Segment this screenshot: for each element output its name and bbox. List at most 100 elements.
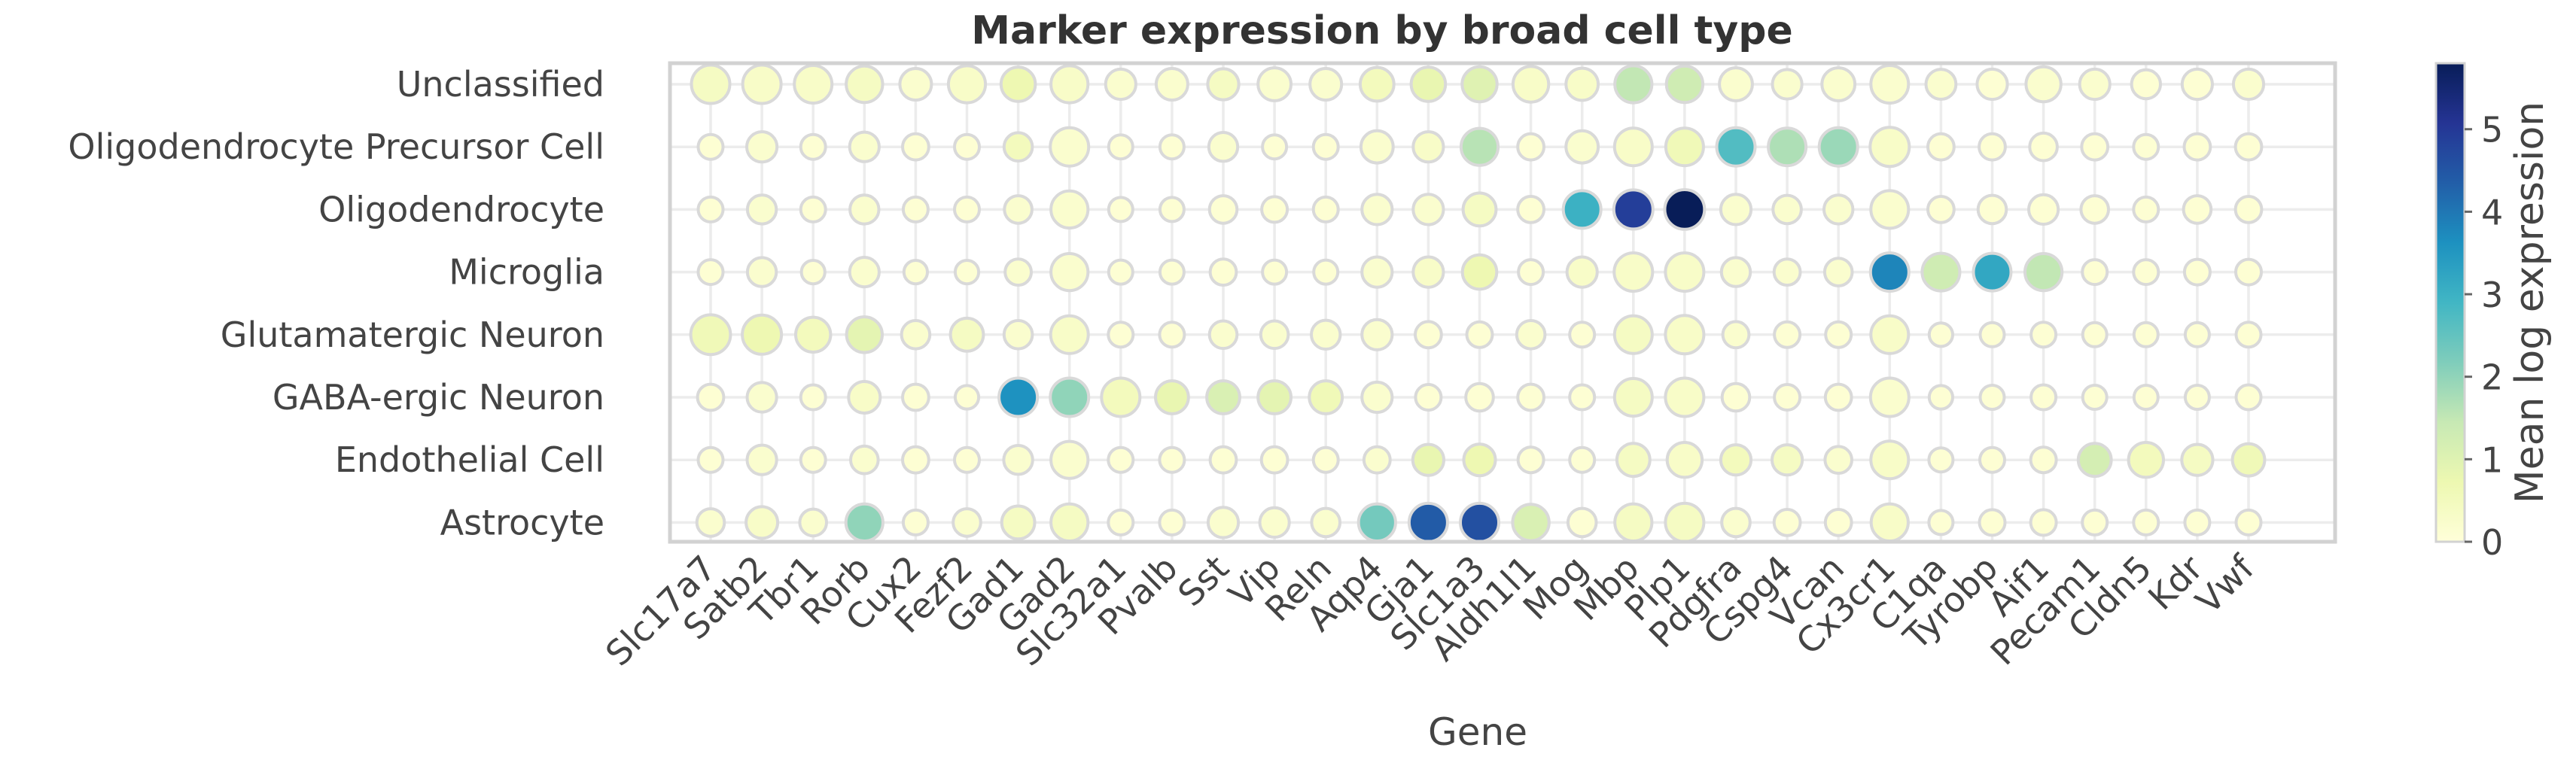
dot-rorb-5 [847,380,882,415]
dot-cldn5-5 [2132,384,2160,411]
dot-vip-0 [1256,66,1293,102]
x-tick-labels: Slc17a7Satb2Tbr1RorbCux2Fezf2Gad1Gad2Slc… [598,546,2263,673]
dot-mog-2 [1561,189,1603,230]
dot-sst-7 [1206,506,1241,539]
dot-pecam1-6 [2076,442,2113,479]
dot-gad1-7 [1000,504,1037,541]
chart-title: Marker expression by broad cell type [971,8,1793,53]
dot-gad2-4 [1049,314,1090,355]
dot-gad2-6 [1049,439,1090,480]
dot-slc1a3-3 [1460,253,1499,291]
dot-c1qa-0 [1924,68,1958,101]
dot-gad1-3 [1003,257,1033,287]
dot-aqp4-6 [1362,445,1392,475]
dot-satb2-3 [745,256,778,288]
dot-reln-7 [1310,506,1341,539]
dot-aldh1l1-5 [1516,382,1545,412]
dot-pdgfra-4 [1721,320,1751,350]
dot-satb2-1 [745,130,779,164]
dot-pvalb-6 [1158,445,1186,474]
dot-plp1-0 [1664,64,1705,105]
dot-satb2-0 [741,63,783,105]
dot-pecam1-7 [2081,508,2109,536]
dot-plp1-2 [1663,188,1707,231]
dot-pecam1-3 [2081,258,2109,287]
dot-fezf2-7 [952,507,982,538]
dot-tbr1-6 [799,445,827,474]
dot-c1qa-7 [1927,509,1955,536]
dot-mog-1 [1564,129,1600,165]
dot-satb2-7 [744,505,780,540]
dot-gad1-0 [999,65,1037,103]
dot-vip-1 [1261,133,1289,161]
dot-aldh1l1-0 [1511,65,1551,104]
dot-aif1-4 [2029,321,2058,349]
dot-tyrobp-5 [1978,384,2006,411]
x-axis-title: Gene [1428,710,1527,754]
dot-vcan-1 [1817,126,1859,168]
dot-c1qa-4 [1927,321,1954,348]
dot-pvalb-4 [1158,321,1186,349]
dot-cx3cr1-5 [1868,376,1911,418]
dot-aldh1l1-6 [1516,445,1545,475]
dot-tyrobp-6 [1978,445,2006,474]
dot-rorb-3 [848,256,881,289]
dot-gad2-5 [1049,376,1091,418]
dot-slc17a7-5 [696,382,726,412]
dot-slc1a3-5 [1464,381,1495,413]
dot-rorb-1 [848,130,881,163]
dot-slc32a1-1 [1107,133,1134,161]
dot-vcan-4 [1824,320,1853,349]
dot-reln-3 [1312,258,1340,286]
dot-mog-0 [1564,66,1600,102]
dot-pdgfra-2 [1719,193,1753,226]
dot-slc17a7-6 [696,445,725,474]
dot-pvalb-7 [1158,508,1186,536]
dot-slc32a1-7 [1107,508,1135,536]
dot-vcan-0 [1820,66,1857,102]
dot-cspg4-6 [1771,443,1804,477]
dot-aif1-5 [2029,383,2058,412]
dot-mog-4 [1568,321,1597,349]
dot-slc1a3-6 [1462,442,1497,478]
dot-slc32a1-3 [1107,258,1134,286]
dot-vwf-7 [2234,508,2263,536]
dot-kdr-2 [2182,194,2213,225]
dot-vip-6 [1259,445,1290,475]
dot-plp1-6 [1665,441,1704,479]
dot-mbp-3 [1612,251,1655,293]
dot-cspg4-4 [1773,320,1802,349]
dot-c1qa-2 [1926,195,1956,224]
dot-aldh1l1-2 [1516,195,1545,224]
dot-vcan-3 [1822,257,1854,287]
dot-fezf2-1 [953,132,981,161]
dot-reln-2 [1311,195,1340,223]
dot-aldh1l1-3 [1517,258,1545,287]
dot-gja1-3 [1411,255,1445,289]
dot-plp1-4 [1664,314,1706,356]
dot-cx3cr1-2 [1869,189,1911,230]
dot-slc32a1-2 [1107,196,1134,223]
dot-cldn5-1 [2132,132,2160,161]
y-tick-label: Microglia [449,252,604,293]
dot-gad2-2 [1049,189,1090,229]
dot-pecam1-0 [2078,67,2112,102]
dot-cx3cr1-3 [1868,251,1911,293]
dot-cux2-6 [901,445,930,475]
colorbar-ticks: 0 1 2 3 4 5 [2465,110,2503,563]
dot-gja1-0 [1409,65,1448,103]
dot-pecam1-5 [2081,384,2109,411]
dot-pecam1-4 [2081,321,2109,348]
dot-aif1-7 [2029,508,2058,537]
dot-sst-6 [1208,445,1238,475]
dot-vwf-5 [2234,383,2263,412]
dot-tbr1-0 [793,64,834,105]
dot-rorb-4 [845,315,885,354]
dot-slc17a7-7 [695,507,726,538]
dot-kdr-0 [2180,67,2214,102]
dot-cspg4-0 [1771,68,1804,101]
dot-cldn5-3 [2132,258,2160,287]
dot-cx3cr1-4 [1869,314,1911,355]
dot-kdr-6 [2180,442,2215,477]
dot-tyrobp-1 [1978,132,2007,162]
